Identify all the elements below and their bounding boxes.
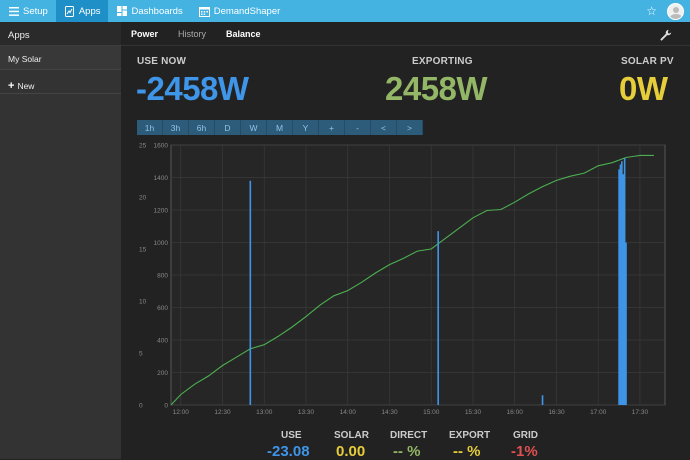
x-tick-label: 12:00 <box>173 409 190 416</box>
y-left-tick-label: 20 <box>139 195 147 202</box>
x-tick-label: 13:30 <box>298 409 315 416</box>
btn-zoom-in[interactable]: + <box>319 120 345 135</box>
btn-3h[interactable]: 3h <box>163 120 189 135</box>
footer-grid-label: GRID <box>513 430 538 441</box>
exporting-value: 2458W <box>385 70 488 107</box>
top-navigation-bar: Setup Apps Dashboards DemandShaper ☆ <box>0 0 690 22</box>
y-right-tick-label: 1200 <box>154 208 169 215</box>
nav-apps[interactable]: Apps <box>55 0 109 22</box>
y-left-tick-label: 0 <box>139 403 143 410</box>
balance-chart[interactable]: 0 200 400 600 800 1000 1200 1400 1600 0 5 10 15 20 25 1… <box>121 140 690 440</box>
x-tick-label: 17:00 <box>590 409 607 416</box>
main-panel: Power History Balance USE NOW -2458W EXP… <box>121 22 690 460</box>
y-right-tick-label: 1000 <box>154 240 169 247</box>
use-now-value: -2458W <box>136 70 249 107</box>
nav-demandshaper[interactable]: DemandShaper <box>191 0 289 22</box>
x-tick-label: 14:30 <box>381 409 398 416</box>
x-tick-label: 16:30 <box>548 409 565 416</box>
tab-power[interactable]: Power <box>131 28 159 39</box>
user-avatar[interactable] <box>667 2 684 20</box>
y-right-tick-label: 200 <box>157 370 168 377</box>
nav-dashboards-label: Dashboards <box>131 5 183 17</box>
exporting-label: EXPORTING <box>412 56 473 67</box>
sidebar-new-label: New <box>17 80 35 91</box>
footer-use-label: USE <box>281 430 302 441</box>
x-tick-label: 15:30 <box>465 409 482 416</box>
footer-solar-label: SOLAR <box>334 430 369 441</box>
x-tick-label: 12:30 <box>214 409 231 416</box>
footer-use-value: -23.08 <box>267 443 310 460</box>
apps-icon <box>64 5 75 17</box>
nav-dashboards[interactable]: Dashboards <box>108 0 190 22</box>
sidebar-title: Apps <box>0 22 121 46</box>
btn-year[interactable]: Y <box>293 120 319 135</box>
footer-grid-value: -1% <box>511 443 538 460</box>
y-right-tick-label: 1400 <box>154 175 169 182</box>
y-right-tick-label: 0 <box>164 403 168 410</box>
x-tick-label: 14:00 <box>340 409 357 416</box>
footer-export-label: EXPORT <box>449 430 491 441</box>
nav-setup[interactable]: Setup <box>0 0 56 22</box>
sidebar: Apps My Solar + New <box>0 22 121 459</box>
y-left-tick-label: 25 <box>139 143 147 150</box>
y-left-tick-label: 10 <box>139 299 147 306</box>
calendar-icon <box>198 6 210 17</box>
sidebar-new-button[interactable]: + New <box>0 70 121 94</box>
use-now-label: USE NOW <box>137 56 187 67</box>
plus-icon: + <box>8 79 15 92</box>
btn-6h[interactable]: 6h <box>189 120 215 135</box>
star-icon[interactable]: ☆ <box>646 4 657 18</box>
x-tick-label: 13:00 <box>256 409 273 416</box>
y-right-tick-label: 600 <box>157 305 168 312</box>
btn-day[interactable]: D <box>215 120 241 135</box>
nav-apps-label: Apps <box>78 5 101 17</box>
series-line <box>170 154 654 406</box>
sidebar-item-my-solar[interactable]: My Solar <box>0 46 121 70</box>
y-right-tick-label: 800 <box>157 273 168 280</box>
footer-direct-label: DIRECT <box>390 430 428 441</box>
x-tick-label: 17:30 <box>632 409 649 416</box>
btn-1h[interactable]: 1h <box>137 120 163 135</box>
solar-pv-value: 0W <box>619 70 668 107</box>
btn-pan-right[interactable]: > <box>397 120 423 135</box>
x-tick-label: 15:00 <box>423 409 440 416</box>
nav-setup-label: Setup <box>23 5 48 17</box>
footer-solar-value: 0.00 <box>336 443 366 460</box>
btn-month[interactable]: M <box>267 120 293 135</box>
solar-pv-label: SOLAR PV <box>621 56 674 67</box>
y-right-tick-label: 1600 <box>154 143 169 150</box>
footer-direct-value: -- % <box>393 443 421 460</box>
nav-demandshaper-label: DemandShaper <box>213 5 281 17</box>
time-range-buttons: 1h 3h 6h D W M Y + - < > <box>137 120 423 135</box>
btn-pan-left[interactable]: < <box>371 120 397 135</box>
tab-history[interactable]: History <box>178 28 207 39</box>
btn-zoom-out[interactable]: - <box>345 120 371 135</box>
wrench-icon[interactable] <box>660 28 672 40</box>
btn-week[interactable]: W <box>241 120 267 135</box>
dashboard-icon <box>116 6 127 17</box>
y-left-tick-label: 5 <box>139 351 143 358</box>
tab-balance[interactable]: Balance <box>226 28 261 39</box>
top-right-controls: ☆ <box>646 2 690 20</box>
footer-export-value: -- % <box>453 443 481 460</box>
y-right-tick-label: 400 <box>157 338 168 345</box>
view-tabs: Power History Balance <box>121 22 690 46</box>
x-tick-label: 16:00 <box>507 409 524 416</box>
top-nav: Setup Apps Dashboards DemandShaper <box>0 0 288 22</box>
y-left-tick-label: 15 <box>139 247 147 254</box>
menu-icon <box>8 6 19 17</box>
